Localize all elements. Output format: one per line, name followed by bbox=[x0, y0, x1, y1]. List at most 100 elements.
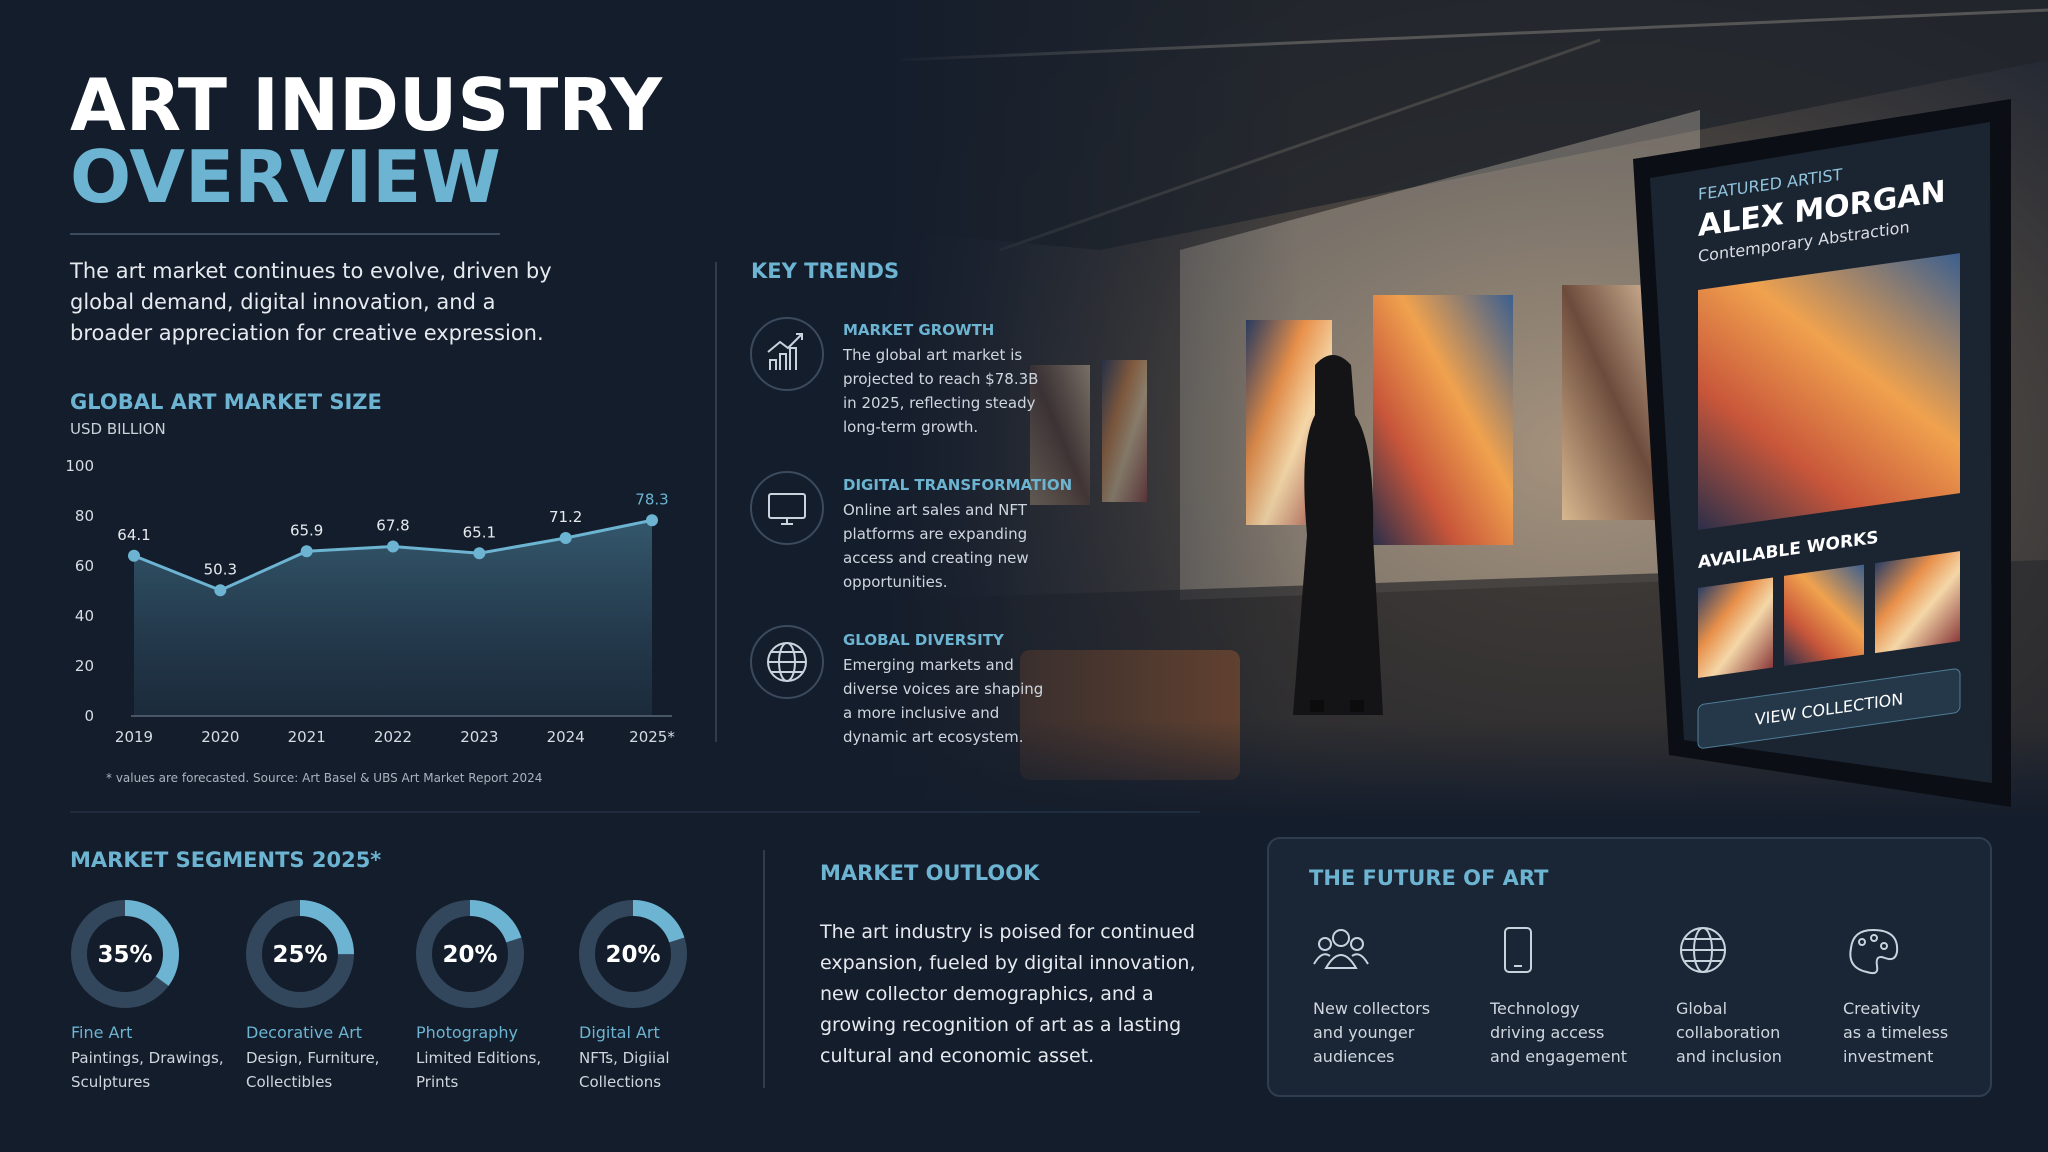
chart-note: * values are forecasted. Source: Art Bas… bbox=[106, 771, 542, 785]
future-text: audiences bbox=[1313, 1047, 1395, 1066]
point bbox=[559, 532, 572, 544]
x-tick-label: 2024 bbox=[547, 728, 585, 746]
trend-icons bbox=[750, 317, 824, 699]
description-line: global demand, digital innovation, and a bbox=[70, 290, 495, 314]
data-label: 78.3 bbox=[635, 490, 668, 508]
segment-name: Fine Art bbox=[71, 1023, 132, 1042]
donut-label: 20% bbox=[442, 942, 497, 968]
chart-title: MARKET SEGMENTS 2025* bbox=[70, 848, 381, 872]
segment-name: Decorative Art bbox=[246, 1023, 362, 1042]
title: ART INDUSTRY bbox=[70, 63, 663, 147]
trend-text: in 2025, reflecting steady bbox=[843, 394, 1036, 412]
trend-text: dynamic art ecosystem. bbox=[843, 728, 1024, 746]
y-tick-label: 100 bbox=[65, 457, 94, 475]
featured-artwork bbox=[1698, 253, 1960, 530]
future-text: driving access bbox=[1490, 1023, 1604, 1042]
trend-text: projected to reach $78.3B bbox=[843, 370, 1038, 388]
point bbox=[473, 547, 486, 560]
work-thumb[interactable] bbox=[1784, 564, 1864, 666]
donut-arc bbox=[71, 900, 179, 1008]
y-axis-label: USD BILLION bbox=[70, 420, 166, 438]
data-label: 65.1 bbox=[463, 523, 496, 541]
segment-desc: Sculptures bbox=[71, 1073, 150, 1091]
data-label: 50.3 bbox=[204, 560, 237, 578]
x-tick-label: 2019 bbox=[115, 728, 153, 746]
point bbox=[128, 549, 140, 562]
point bbox=[387, 540, 399, 553]
data-label: 65.9 bbox=[290, 521, 323, 539]
future-text: Global bbox=[1676, 999, 1727, 1018]
segment-name: Digital Art bbox=[579, 1023, 660, 1042]
donut-label: 20% bbox=[605, 942, 660, 968]
trend-title: MARKET GROWTH bbox=[843, 321, 994, 339]
section-title: MARKET OUTLOOK bbox=[820, 861, 1040, 885]
trend-text: long-term growth. bbox=[843, 418, 978, 436]
outlook-line: new collector demographics, and a bbox=[820, 983, 1154, 1005]
future-text: Creativity bbox=[1843, 999, 1920, 1018]
segment-desc: Paintings, Drawings, bbox=[71, 1049, 224, 1067]
outlook-line: growing recognition of art as a lasting bbox=[820, 1014, 1181, 1036]
future-text: and engagement bbox=[1490, 1047, 1627, 1066]
data-label: 67.8 bbox=[376, 517, 409, 535]
donut-arc bbox=[246, 900, 354, 1008]
point bbox=[646, 514, 658, 527]
trend-text: platforms are expanding bbox=[843, 525, 1027, 543]
trend-title: GLOBAL DIVERSITY bbox=[843, 631, 1005, 649]
y-tick-label: 40 bbox=[75, 607, 94, 625]
description-line: The art market continues to evolve, driv… bbox=[69, 259, 552, 283]
trend-title: DIGITAL TRANSFORMATION bbox=[843, 476, 1072, 494]
trend-text: diverse voices are shaping bbox=[843, 680, 1043, 698]
future-text: as a timeless bbox=[1843, 1023, 1948, 1042]
x-tick-label: 2020 bbox=[201, 728, 239, 746]
future-text: collaboration bbox=[1676, 1023, 1780, 1042]
future-icons bbox=[1313, 927, 1899, 975]
trend-text: a more inclusive and bbox=[843, 704, 999, 722]
trend-text: Online art sales and NFT bbox=[843, 501, 1028, 519]
future-text: New collectors bbox=[1313, 999, 1430, 1018]
y-tick-label: 20 bbox=[75, 657, 94, 675]
x-tick-label: 2022 bbox=[374, 728, 412, 746]
y-tick-label: 60 bbox=[75, 557, 94, 575]
segment-name: Photography bbox=[416, 1023, 518, 1042]
future-card bbox=[1267, 837, 1992, 1097]
segment-desc: Collectibles bbox=[246, 1073, 332, 1091]
segment-desc: NFTs, Digiial bbox=[579, 1049, 670, 1067]
segment-desc: Collections bbox=[579, 1073, 661, 1091]
y-tick-label: 80 bbox=[75, 507, 94, 525]
x-tick-label: 2025* bbox=[629, 728, 675, 746]
view-collection-button[interactable] bbox=[1697, 668, 1961, 749]
trend-text: access and creating new bbox=[843, 549, 1029, 567]
section-title: THE FUTURE OF ART bbox=[1309, 866, 1549, 890]
point bbox=[214, 584, 227, 597]
y-tick-label: 0 bbox=[84, 707, 94, 725]
trend-text: opportunities. bbox=[843, 573, 948, 591]
outlook-line: The art industry is poised for continued bbox=[819, 921, 1195, 943]
x-tick-label: 2023 bbox=[460, 728, 498, 746]
section-title: KEY TRENDS bbox=[751, 259, 899, 283]
donut-arc bbox=[416, 900, 524, 1008]
description-line: broader appreciation for creative expres… bbox=[70, 321, 544, 345]
work-thumb[interactable] bbox=[1875, 551, 1960, 654]
future-text: and younger bbox=[1313, 1023, 1415, 1042]
outlook-line: expansion, fueled by digital innovation, bbox=[820, 952, 1196, 974]
title: OVERVIEW bbox=[70, 135, 501, 219]
chart-title: GLOBAL ART MARKET SIZE bbox=[70, 390, 382, 414]
segment-desc: Prints bbox=[416, 1073, 459, 1091]
area bbox=[134, 520, 652, 716]
outlook-line: cultural and economic asset. bbox=[820, 1045, 1094, 1067]
trend-text: Emerging markets and bbox=[843, 656, 1014, 674]
x-tick-label: 2021 bbox=[288, 728, 326, 746]
trend-text: The global art market is bbox=[842, 346, 1022, 364]
point bbox=[300, 545, 313, 558]
data-label: 71.2 bbox=[549, 508, 582, 526]
donut-label: 35% bbox=[97, 942, 152, 968]
future-text: and inclusion bbox=[1676, 1047, 1782, 1066]
donut-arc bbox=[579, 900, 687, 1008]
donut-label: 25% bbox=[272, 942, 327, 968]
future-text: Technology bbox=[1489, 999, 1580, 1018]
segment-desc: Limited Editions, bbox=[416, 1049, 541, 1067]
work-thumb[interactable] bbox=[1698, 577, 1773, 678]
data-label: 64.1 bbox=[117, 526, 150, 544]
